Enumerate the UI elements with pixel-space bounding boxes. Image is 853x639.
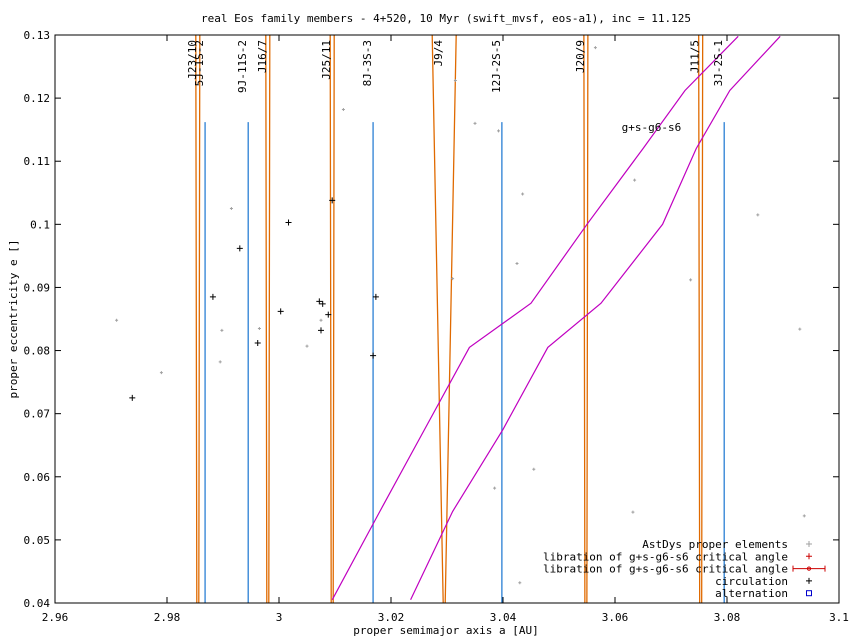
legend-label: alternation (715, 587, 788, 600)
y-tick-label: 0.13 (24, 29, 51, 42)
mean-motion-resonance-line (329, 35, 335, 603)
legend-label: libration of g+s-g6-s6 critical angle (543, 563, 788, 576)
x-tick-label: 3.02 (378, 611, 405, 624)
data-point (493, 486, 497, 490)
resonance-label: J23/10 (186, 40, 199, 80)
data-point (319, 318, 323, 322)
secular-resonance-curve (410, 35, 781, 601)
data-point (129, 394, 136, 401)
data-point (521, 192, 525, 196)
resonance-label: 12J-2S-5 (490, 40, 503, 93)
y-tick-label: 0.04 (24, 597, 51, 610)
data-point (497, 129, 501, 133)
resonance-label: J16/7 (256, 40, 269, 73)
data-point (633, 178, 637, 182)
data-point (473, 121, 477, 125)
x-tick-label: 3.08 (714, 611, 741, 624)
mean-motion-resonance-line (265, 35, 271, 603)
data-point (631, 510, 635, 514)
resonance-label: 9J-11S-2 (236, 40, 249, 93)
data-point (159, 371, 163, 375)
y-tick-label: 0.11 (24, 155, 51, 168)
data-point (451, 277, 455, 281)
data-point (532, 467, 536, 471)
y-tick-label: 0.12 (24, 92, 51, 105)
resonance-label: J20/9 (574, 40, 587, 73)
resonance-layer (195, 35, 781, 603)
legend-marker (792, 565, 826, 572)
plot-frame (54, 34, 840, 604)
data-point (798, 327, 802, 331)
data-point (305, 344, 309, 348)
y-tick-label: 0.07 (24, 408, 51, 421)
resonance-label: J11/5 (689, 40, 702, 73)
resonance-label: J25/11 (320, 40, 333, 80)
y-tick-label: 0.05 (24, 534, 51, 547)
data-point (229, 207, 233, 211)
x-tick-label: 3 (276, 611, 283, 624)
mean-motion-resonance-line (583, 35, 589, 603)
data-layer (115, 46, 806, 585)
data-point (372, 293, 379, 300)
mean-motion-resonance-line (698, 35, 704, 603)
data-point (802, 514, 806, 518)
data-point (370, 352, 377, 359)
data-point (319, 300, 326, 307)
legend-label: circulation (715, 575, 788, 588)
x-tick-label: 3.1 (829, 611, 849, 624)
y-tick-label: 0.06 (24, 471, 51, 484)
x-tick-label: 3.04 (490, 611, 517, 624)
x-axis-label: proper semimajor axis a [AU] (353, 624, 538, 637)
data-point (329, 197, 336, 204)
resonance-label: 3J-2S-1 (712, 40, 725, 86)
data-point (277, 308, 284, 315)
secular-resonance-curve (331, 35, 739, 601)
x-tick-label: 2.98 (154, 611, 181, 624)
data-point (316, 298, 323, 305)
data-point (254, 339, 261, 346)
data-point (756, 213, 760, 217)
mean-motion-resonance-line (195, 35, 201, 603)
y-tick-label: 0.08 (24, 345, 51, 358)
data-point (285, 219, 292, 226)
chart-title: real Eos family members - 4+520, 10 Myr … (201, 12, 691, 25)
data-point (515, 261, 519, 265)
data-point (209, 293, 216, 300)
legend-marker (806, 577, 812, 584)
y-tick-label: 0.09 (24, 281, 51, 294)
data-point (341, 107, 345, 111)
x-tick-label: 2.96 (42, 611, 69, 624)
legend-label: AstDys proper elements (642, 538, 788, 551)
mean-motion-resonance-line (431, 35, 457, 603)
y-tick-label: 0.1 (30, 218, 50, 231)
legend-marker (806, 541, 812, 547)
data-point (593, 46, 597, 50)
legend-marker (806, 553, 812, 560)
secular-resonance-label: g+s-g6-s6 (622, 121, 682, 134)
x-tick-label: 3.06 (602, 611, 629, 624)
resonance-label: J9/4 (432, 40, 445, 67)
data-point (453, 78, 457, 82)
data-point (518, 581, 522, 585)
data-point (318, 327, 324, 334)
legend-marker (806, 566, 812, 571)
data-point (115, 318, 119, 322)
legend-marker (806, 590, 812, 597)
resonance-label: 8J-3S-3 (361, 40, 374, 86)
legend-label: libration of g+s-g6-s6 critical angle (543, 550, 788, 563)
y-axis-label: proper eccentricity e [] (7, 240, 20, 399)
data-point (220, 328, 224, 332)
data-point (325, 311, 332, 318)
data-point (257, 326, 261, 330)
data-point (689, 278, 693, 282)
data-point (218, 360, 222, 364)
resonance-label: 5J-1S-2 (193, 40, 206, 86)
axis-ticks: 2.96 2.98 3 3.02 3.04 3.06 3.08 3.1 0.04 0.05 0.06… (24, 29, 849, 624)
data-point (236, 245, 243, 252)
